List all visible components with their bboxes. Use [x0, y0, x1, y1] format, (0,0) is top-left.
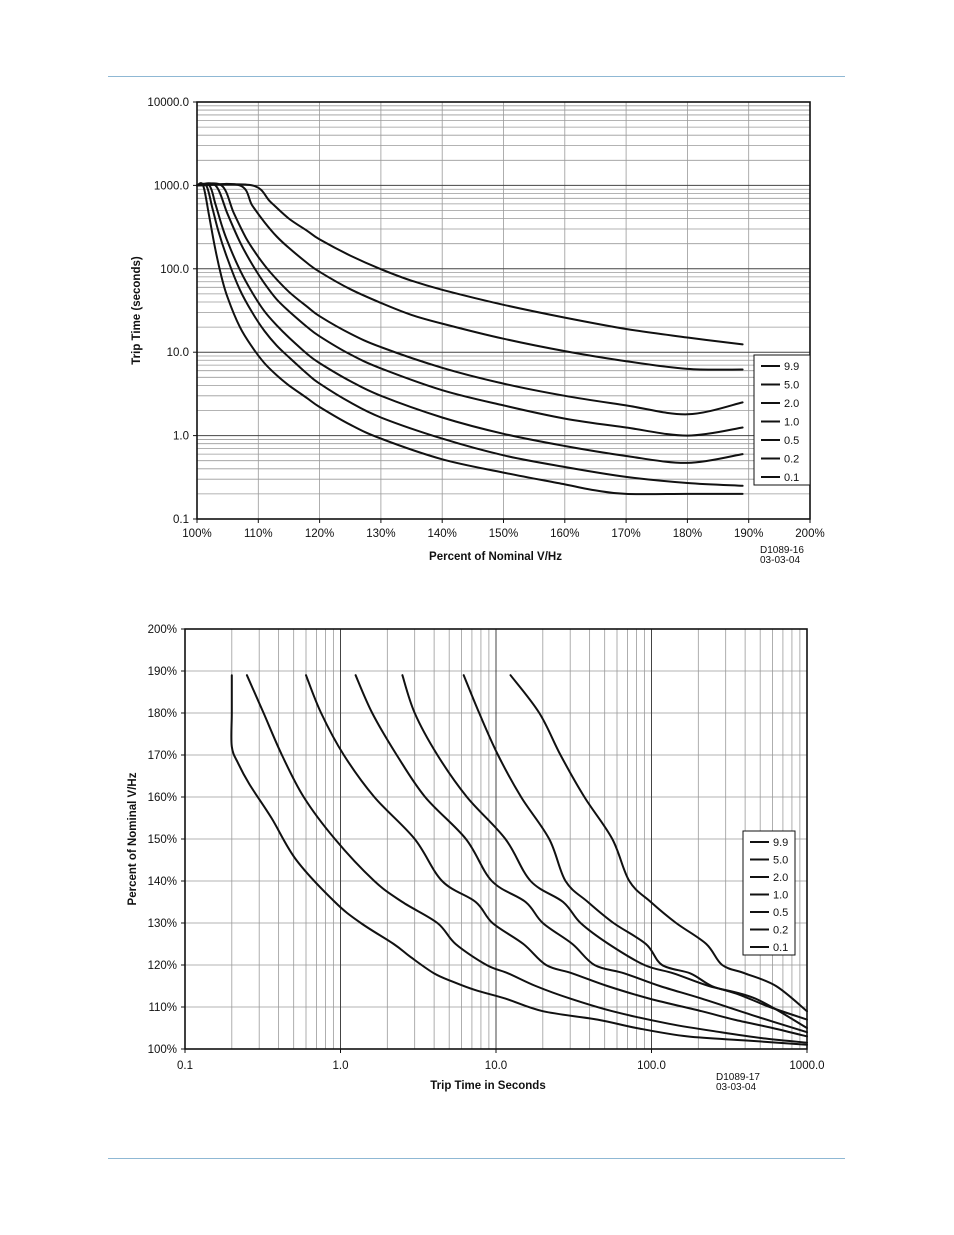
series-line-1.0 — [196, 182, 744, 437]
legend-entry: 5.0 — [773, 855, 788, 867]
legend-entry: 9.9 — [784, 361, 799, 373]
series-line-0.1 — [230, 674, 808, 1046]
y-tick-label: 10000.0 — [147, 97, 189, 109]
x-tick-label: 160% — [550, 528, 579, 540]
series-line-0.5 — [305, 674, 808, 1038]
x-tick-label: 110% — [244, 528, 273, 540]
legend-entry: 0.2 — [773, 925, 788, 937]
y-tick-label: 200% — [148, 624, 177, 636]
legend-entry: 5.0 — [784, 380, 799, 392]
x-tick-label: 0.1 — [177, 1060, 193, 1072]
legend-entry: 0.5 — [784, 435, 799, 447]
y-tick-label: 130% — [148, 918, 177, 930]
x-tick-label: 190% — [734, 528, 763, 540]
y-tick-label: 10.0 — [167, 347, 189, 359]
legend-entry: 2.0 — [784, 398, 799, 410]
y-axis-title: Percent of Nominal V/Hz — [127, 772, 139, 905]
x-tick-label: 150% — [489, 528, 518, 540]
y-axis-title: Trip Time (seconds) — [131, 256, 143, 365]
series-line-5.0 — [196, 182, 744, 371]
series-group — [230, 674, 808, 1046]
legend-entry: 0.1 — [773, 942, 788, 954]
legend-entry: 1.0 — [784, 417, 799, 429]
x-tick-label: 200% — [795, 528, 824, 540]
y-tick-label: 140% — [148, 876, 177, 888]
series-line-9.9 — [196, 183, 744, 346]
drawing-date: 03-03-04 — [716, 1082, 756, 1093]
drawing-code: D1089-17 — [716, 1072, 760, 1083]
y-tick-label: 100% — [148, 1044, 177, 1056]
legend: 9.9 5.0 2.0 1.0 0.5 0.2 0.1 — [753, 354, 811, 486]
x-tick-label: 180% — [673, 528, 702, 540]
x-tick-label: 100% — [182, 528, 211, 540]
series-line-0.2 — [245, 674, 808, 1044]
chart-percent-vs-trip-time: 0.1 1.0 10.0 100.0 1000.0 100% 110% 120% 130% 140… — [127, 624, 825, 1093]
x-axis-title: Percent of Nominal V/Hz — [429, 551, 562, 563]
series-line-2.0 — [196, 182, 744, 416]
x-tick-label: 1000.0 — [789, 1060, 824, 1072]
x-tick-label: 120% — [305, 528, 334, 540]
chart-trip-time-vs-percent: 100% 110% 120% 130% 140% 150% 160% 170% 180% 190%… — [131, 97, 825, 566]
drawing-date: 03-03-04 — [760, 555, 800, 566]
y-tick-label: 100.0 — [160, 264, 189, 276]
series-line-1.0 — [354, 674, 808, 1034]
series-group — [196, 182, 744, 496]
legend-entry: 0.5 — [773, 907, 788, 919]
series-line-0.5 — [196, 183, 744, 464]
y-tick-label: 180% — [148, 708, 177, 720]
header-rule — [108, 76, 845, 77]
x-tick-label: 130% — [366, 528, 395, 540]
y-tick-label: 150% — [148, 834, 177, 846]
series-line-0.1 — [196, 182, 744, 496]
x-tick-label: 140% — [427, 528, 456, 540]
x-tick-label: 10.0 — [485, 1060, 507, 1072]
series-line-2.0 — [401, 674, 808, 1029]
legend-box — [742, 830, 796, 956]
y-tick-label: 0.1 — [173, 514, 189, 526]
legend-entry: 9.9 — [773, 837, 788, 849]
legend-entry: 0.1 — [784, 472, 799, 484]
legend-entry: 1.0 — [773, 890, 788, 902]
y-tick-label: 120% — [148, 960, 177, 972]
series-line-0.2 — [196, 182, 744, 487]
legend-entry: 2.0 — [773, 872, 788, 884]
legend-entry: 0.2 — [784, 454, 799, 466]
legend: 9.9 5.0 2.0 1.0 0.5 0.2 0.1 — [742, 830, 796, 956]
x-axis-title: Trip Time in Seconds — [430, 1080, 545, 1092]
y-tick-label: 1.0 — [173, 431, 189, 443]
legend-box — [753, 354, 811, 486]
y-tick-label: 110% — [148, 1002, 177, 1014]
y-tick-label: 1000.0 — [154, 180, 189, 192]
drawing-code: D1089-16 — [760, 545, 804, 556]
y-tick-label: 190% — [148, 666, 177, 678]
series-line-9.9 — [509, 674, 808, 1013]
y-tick-label: 160% — [148, 792, 177, 804]
x-tick-label: 170% — [611, 528, 640, 540]
footer-rule — [108, 1158, 845, 1159]
y-tick-label: 170% — [148, 750, 177, 762]
x-tick-label: 1.0 — [333, 1060, 349, 1072]
x-tick-label: 100.0 — [637, 1060, 666, 1072]
